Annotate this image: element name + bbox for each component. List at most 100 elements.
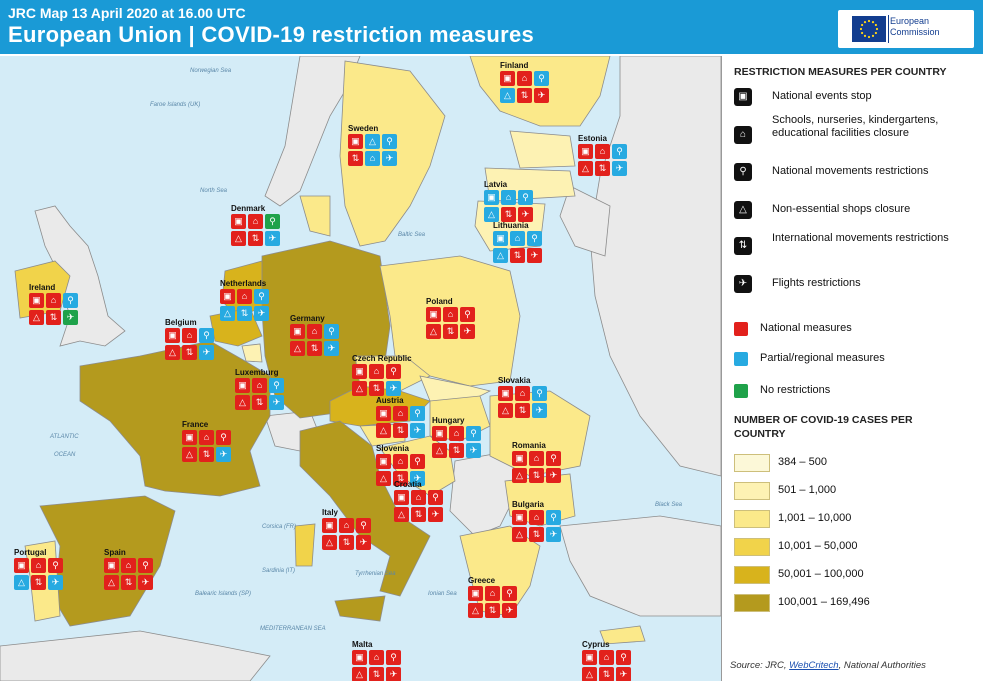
legend-level-national: National measures <box>760 322 852 334</box>
schools-icon: ⌂ <box>449 426 464 441</box>
country-luxemburg[interactable]: Luxemburg ▣ ⌂ ⚲ △ ⇅ ✈ <box>235 368 284 410</box>
movements-icon: ⚲ <box>466 426 481 441</box>
shops-icon: △ <box>734 201 752 219</box>
flights-icon: ✈ <box>324 341 339 356</box>
country-name: Austria <box>376 396 404 405</box>
country-name: Greece <box>468 576 496 585</box>
measure-icon-grid: ▣ ⌂ ⚲ △ ⇅ ✈ <box>426 307 475 339</box>
flights-icon: ✈ <box>532 403 547 418</box>
international-icon: ⇅ <box>529 468 544 483</box>
country-spain[interactable]: Spain ▣ ⌂ ⚲ △ ⇅ ✈ <box>104 548 153 590</box>
cases-swatch-2 <box>734 482 770 500</box>
country-croatia[interactable]: Croatia ▣ ⌂ ⚲ △ ⇅ ✈ <box>394 480 443 522</box>
country-bulgaria[interactable]: Bulgaria ▣ ⌂ ⚲ △ ⇅ ✈ <box>512 500 561 542</box>
country-malta[interactable]: Malta ▣ ⌂ ⚲ △ ⇅ ✈ <box>352 640 401 681</box>
shops-icon: △ <box>376 471 391 486</box>
country-slovakia[interactable]: Slovakia ▣ ⌂ ⚲ △ ⇅ ✈ <box>498 376 547 418</box>
measure-icon-grid: ▣ ⌂ ⚲ △ ⇅ ✈ <box>182 430 231 462</box>
international-icon: ⇅ <box>339 535 354 550</box>
movements-icon: ⚲ <box>63 293 78 308</box>
country-belgium[interactable]: Belgium ▣ ⌂ ⚲ △ ⇅ ✈ <box>165 318 214 360</box>
flights-icon: ✈ <box>254 306 269 321</box>
cases-range-6: 100,001 – 169,496 <box>778 596 870 608</box>
schools-icon: ⌂ <box>248 214 263 229</box>
legend-measure-international: ⇅ International movements restrictions <box>734 232 949 255</box>
country-austria[interactable]: Austria ▣ ⌂ ⚲ △ ⇅ ✈ <box>376 396 425 438</box>
schools-icon: ⌂ <box>411 490 426 505</box>
cases-swatch-4 <box>734 538 770 556</box>
country-lithuania[interactable]: Lithuania ▣ ⌂ ⚲ △ ⇅ ✈ <box>493 221 542 263</box>
country-hungary[interactable]: Hungary ▣ ⌂ ⚲ △ ⇅ ✈ <box>432 416 481 458</box>
country-portugal[interactable]: Portugal ▣ ⌂ ⚲ △ ⇅ ✈ <box>14 548 63 590</box>
country-sweden[interactable]: Sweden ▣ △ ⚲ ⇅ ⌂ ✈ <box>348 124 397 166</box>
webcritech-link[interactable]: WebCritech <box>789 660 839 671</box>
country-denmark[interactable]: Denmark ▣ ⌂ ⚲ △ ⇅ ✈ <box>231 204 280 246</box>
country-name: Portugal <box>14 548 47 557</box>
country-name: Cyprus <box>582 640 610 649</box>
movements-icon: ⚲ <box>386 650 401 665</box>
country-name: Italy <box>322 508 339 517</box>
schools-icon: ⌂ <box>510 231 525 246</box>
country-name: Germany <box>290 314 325 323</box>
flights-icon: ✈ <box>734 275 752 293</box>
shops-icon: △ <box>432 443 447 458</box>
shops-icon: △ <box>426 324 441 339</box>
country-romania[interactable]: Romania ▣ ⌂ ⚲ △ ⇅ ✈ <box>512 441 561 483</box>
sea-label-ionian: Ionian Sea <box>428 591 457 597</box>
country-poland[interactable]: Poland ▣ ⌂ ⚲ △ ⇅ ✈ <box>426 297 475 339</box>
flights-icon: ✈ <box>546 527 561 542</box>
international-icon: ⇅ <box>443 324 458 339</box>
events-icon: ▣ <box>394 490 409 505</box>
country-france[interactable]: France ▣ ⌂ ⚲ △ ⇅ ✈ <box>182 420 231 462</box>
measure-icon-grid: ▣ ⌂ ⚲ △ ⇅ ✈ <box>512 510 561 542</box>
schools-icon: ⌂ <box>529 510 544 525</box>
flights-icon: ✈ <box>410 423 425 438</box>
country-netherlands[interactable]: Netherlands ▣ ⌂ ⚲ △ ⇅ ✈ <box>220 279 269 321</box>
shops-icon: △ <box>29 310 44 325</box>
shops-icon: △ <box>165 345 180 360</box>
events-icon: ▣ <box>578 144 593 159</box>
events-icon: ▣ <box>734 88 752 106</box>
movements-icon: ⚲ <box>216 430 231 445</box>
international-icon: ⇅ <box>348 151 363 166</box>
international-icon: ⇅ <box>517 88 532 103</box>
shops-icon: △ <box>365 134 380 149</box>
international-icon: ⇅ <box>510 248 525 263</box>
events-icon: ▣ <box>165 328 180 343</box>
cases-range-1: 384 – 500 <box>778 456 827 468</box>
country-cyprus[interactable]: Cyprus ▣ ⌂ ⚲ △ ⇅ ✈ <box>582 640 631 681</box>
country-name: Denmark <box>231 204 266 213</box>
country-germany[interactable]: Germany ▣ ⌂ ⚲ △ ⇅ ✈ <box>290 314 339 356</box>
shops-icon: △ <box>322 535 337 550</box>
europe-map[interactable]: Norwegian Sea Faroe Islands (UK) North S… <box>0 56 722 681</box>
events-icon: ▣ <box>231 214 246 229</box>
events-icon: ▣ <box>376 406 391 421</box>
country-greece[interactable]: Greece ▣ ⌂ ⚲ △ ⇅ ✈ <box>468 576 517 618</box>
international-icon: ⇅ <box>449 443 464 458</box>
sea-label-tyrrhenian: Tyrrhenian Sea <box>355 571 396 577</box>
legend-measures-heading: RESTRICTION MEASURES PER COUNTRY <box>734 66 947 78</box>
schools-icon: ⌂ <box>31 558 46 573</box>
legend-level-partial: Partial/regional measures <box>760 352 885 364</box>
sea-label-baltic: Baltic Sea <box>398 232 426 238</box>
country-italy[interactable]: Italy ▣ ⌂ ⚲ △ ⇅ ✈ <box>322 508 371 550</box>
schools-icon: ⌂ <box>393 406 408 421</box>
movements-icon: ⚲ <box>518 190 533 205</box>
country-ireland[interactable]: Ireland ▣ ⌂ ⚲ △ ⇅ ✈ <box>29 283 78 325</box>
country-latvia[interactable]: Latvia ▣ ⌂ ⚲ △ ⇅ ✈ <box>484 180 533 222</box>
measure-icon-grid: ▣ ⌂ ⚲ △ ⇅ ✈ <box>14 558 63 590</box>
schools-icon: ⌂ <box>46 293 61 308</box>
european-commission-logo: European Commission <box>838 10 974 48</box>
legend-measure-events: ▣ National events stop <box>734 88 872 106</box>
international-icon: ⇅ <box>393 471 408 486</box>
flights-icon: ✈ <box>63 310 78 325</box>
movements-icon: ⚲ <box>546 451 561 466</box>
country-finland[interactable]: Finland ▣ ⌂ ⚲ △ ⇅ ✈ <box>500 61 549 103</box>
legend-swatch-none <box>734 384 748 398</box>
shops-icon: △ <box>352 381 367 396</box>
legend-swatch-partial <box>734 352 748 366</box>
country-estonia[interactable]: Estonia ▣ ⌂ ⚲ △ ⇅ ✈ <box>578 134 627 176</box>
flights-icon: ✈ <box>382 151 397 166</box>
country-czech[interactable]: Czech Republic ▣ ⌂ ⚲ △ ⇅ ✈ <box>352 354 412 396</box>
country-slovenia[interactable]: Slovenia ▣ ⌂ ⚲ △ ⇅ ✈ <box>376 444 425 486</box>
